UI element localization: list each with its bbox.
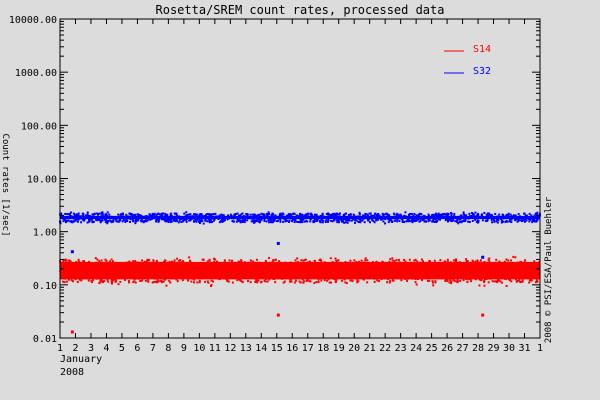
y-axis-label: Count rates [1/sec] (0, 134, 10, 237)
x-sublabel-month: January (60, 354, 102, 365)
x-tick-label: 3 (88, 343, 94, 354)
x-tick-label: 22 (379, 343, 391, 354)
x-tick-label: 26 (441, 343, 453, 354)
x-tick-label: 1 (537, 343, 543, 354)
x-tick-label: 16 (286, 343, 298, 354)
outlier-point (481, 255, 485, 259)
x-tick-label: 15 (271, 343, 283, 354)
x-tick-label: 11 (209, 343, 221, 354)
x-tick-label: 2 (72, 343, 78, 354)
x-tick-label: 19 (333, 343, 345, 354)
series-s32 (59, 211, 541, 259)
x-tick-label: 28 (472, 343, 484, 354)
outlier-point (70, 250, 74, 254)
y-tick-label: 10000.00 (9, 15, 57, 26)
x-tick-label: 20 (348, 343, 360, 354)
x-tick-label: 7 (150, 343, 156, 354)
outlier-point (276, 241, 280, 245)
legend-label: S32 (473, 66, 491, 77)
x-tick-label: 25 (426, 343, 438, 354)
x-tick-label: 27 (457, 343, 469, 354)
outlier-point (481, 313, 485, 317)
y-tick-label: 1000.00 (15, 68, 57, 79)
y-tick-label: 0.01 (33, 334, 57, 345)
x-tick-label: 12 (224, 343, 236, 354)
x-tick-label: 14 (255, 343, 267, 354)
outlier-point (276, 313, 280, 317)
series-s14 (59, 255, 541, 334)
x-tick-label: 9 (181, 343, 187, 354)
x-tick-label: 21 (364, 343, 376, 354)
x-tick-label: 8 (165, 343, 171, 354)
outlier-point (70, 330, 74, 334)
credit-text: 2008 © PSI/ESA/Paul Buehler (544, 196, 554, 343)
y-tick-label: 100.00 (21, 121, 57, 132)
y-tick-label: 0.10 (33, 281, 57, 292)
x-sublabel-year: 2008 (60, 367, 84, 378)
y-tick-label: 1.00 (33, 228, 57, 239)
x-tick-label: 6 (134, 343, 140, 354)
x-tick-label: 17 (302, 343, 314, 354)
x-tick-label: 1 (57, 343, 63, 354)
x-tick-label: 24 (410, 343, 422, 354)
x-tick-label: 4 (103, 343, 109, 354)
x-tick-label: 30 (503, 343, 515, 354)
y-tick-label: 10.00 (27, 175, 57, 186)
x-tick-label: 23 (395, 343, 407, 354)
x-tick-label: 10 (193, 343, 205, 354)
x-tick-label: 18 (317, 343, 329, 354)
x-tick-label: 29 (488, 343, 500, 354)
legend: S14 S32 (444, 44, 491, 77)
legend-label: S14 (473, 44, 491, 55)
plot-area (59, 211, 541, 334)
x-tick-label: 13 (240, 343, 252, 354)
chart-title: Rosetta/SREM count rates, processed data (156, 3, 445, 17)
x-tick-label: 5 (119, 343, 125, 354)
x-tick-label: 31 (518, 343, 530, 354)
